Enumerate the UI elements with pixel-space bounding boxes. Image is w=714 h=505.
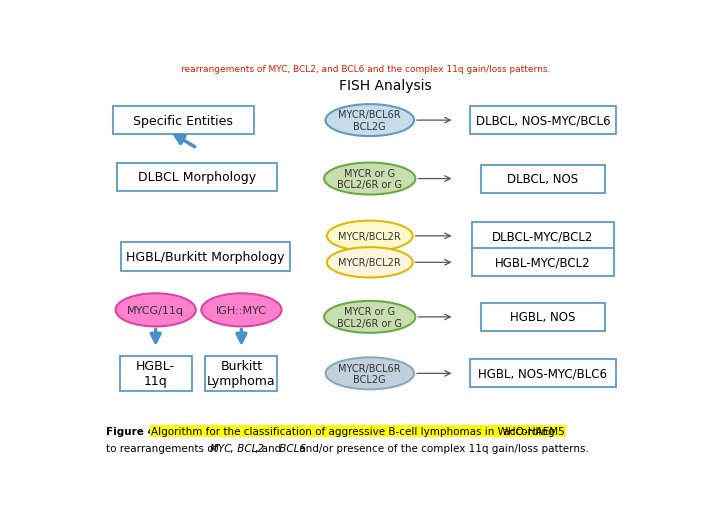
FancyBboxPatch shape — [470, 107, 616, 135]
FancyBboxPatch shape — [481, 165, 605, 193]
Text: MYCR/BCL6R
BCL2G: MYCR/BCL6R BCL2G — [338, 110, 401, 132]
FancyBboxPatch shape — [120, 356, 191, 391]
Text: Figure 4.: Figure 4. — [106, 426, 159, 436]
Text: MYCR/BCL2R: MYCR/BCL2R — [338, 258, 401, 268]
Text: FISH Analysis: FISH Analysis — [339, 79, 431, 93]
Text: DLBCL, NOS-MYC/BCL6: DLBCL, NOS-MYC/BCL6 — [476, 115, 610, 127]
Text: BCL6: BCL6 — [276, 443, 306, 453]
FancyBboxPatch shape — [121, 243, 290, 271]
Text: IGH::MYC: IGH::MYC — [216, 305, 267, 315]
Text: MYCR/BCL2R: MYCR/BCL2R — [338, 231, 401, 241]
Text: and/or presence of the complex 11q gain/loss patterns.: and/or presence of the complex 11q gain/… — [296, 443, 588, 453]
Text: DLBCL-MYC/BCL2: DLBCL-MYC/BCL2 — [493, 230, 593, 243]
FancyBboxPatch shape — [470, 360, 616, 388]
Text: according: according — [500, 426, 555, 436]
FancyBboxPatch shape — [473, 249, 613, 277]
Text: DLBCL, NOS: DLBCL, NOS — [508, 173, 578, 186]
Ellipse shape — [326, 105, 414, 137]
Text: , and: , and — [256, 443, 281, 453]
Text: HGBL-
11q: HGBL- 11q — [136, 360, 175, 388]
Text: MYCR/BCL6R
BCL2G: MYCR/BCL6R BCL2G — [338, 363, 401, 384]
Ellipse shape — [116, 294, 196, 327]
Text: HGBL/Burkitt Morphology: HGBL/Burkitt Morphology — [126, 250, 285, 264]
Ellipse shape — [201, 294, 281, 327]
FancyBboxPatch shape — [117, 163, 277, 191]
FancyBboxPatch shape — [113, 107, 254, 135]
Text: MYCR or G
BCL2/6R or G: MYCR or G BCL2/6R or G — [337, 307, 402, 328]
Ellipse shape — [324, 301, 416, 333]
Text: Specific Entities: Specific Entities — [134, 115, 233, 127]
FancyBboxPatch shape — [473, 222, 613, 250]
Text: HGBL, NOS-MYC/BLC6: HGBL, NOS-MYC/BLC6 — [478, 367, 608, 380]
Text: MYC: MYC — [210, 443, 232, 453]
Text: ,: , — [229, 443, 233, 453]
Text: to rearrangements of: to rearrangements of — [106, 443, 221, 453]
Ellipse shape — [327, 221, 413, 251]
Text: BCL2: BCL2 — [234, 443, 264, 453]
FancyBboxPatch shape — [206, 356, 277, 391]
Text: rearrangements of MYC, BCL2, and BCL6 and the complex 11q gain/loss patterns.: rearrangements of MYC, BCL2, and BCL6 an… — [181, 65, 550, 74]
Ellipse shape — [324, 163, 416, 195]
Text: MYCG/11q: MYCG/11q — [127, 305, 184, 315]
Ellipse shape — [327, 247, 413, 278]
Text: DLBCL Morphology: DLBCL Morphology — [138, 171, 256, 184]
Text: Algorithm for the classification of aggressive B-cell lymphomas in WHO-HAEM5: Algorithm for the classification of aggr… — [151, 426, 565, 436]
Ellipse shape — [326, 358, 414, 389]
FancyBboxPatch shape — [481, 303, 605, 331]
Text: Burkitt
Lymphoma: Burkitt Lymphoma — [207, 360, 276, 388]
Text: HGBL-MYC/BCL2: HGBL-MYC/BCL2 — [496, 257, 590, 269]
Text: MYCR or G
BCL2/6R or G: MYCR or G BCL2/6R or G — [337, 169, 402, 190]
Text: HGBL, NOS: HGBL, NOS — [511, 311, 575, 324]
